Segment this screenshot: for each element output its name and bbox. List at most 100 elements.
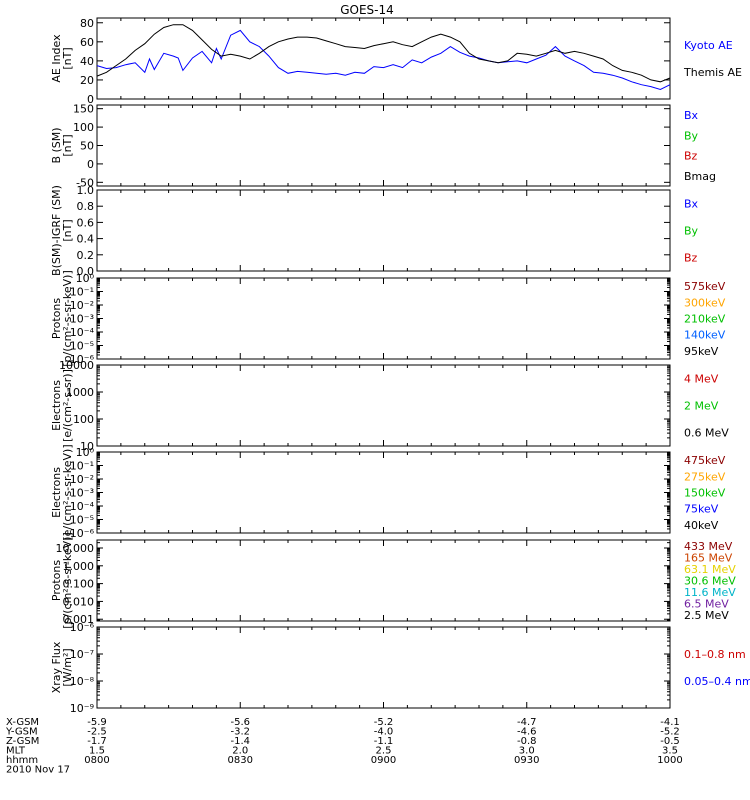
- y-axis-label: Electrons[e/(cm²-s-sr)]: [50, 369, 74, 442]
- panel-frame: [96, 189, 671, 272]
- y-tick-label: 100: [73, 413, 94, 426]
- y-axis-label-line: [e/(cm²-s-sr-keV)]: [61, 444, 74, 540]
- y-tick-label: 10⁻⁶: [70, 621, 95, 634]
- y-axis-label: Protons[p/(cm²-s-sr-keV)]: [50, 532, 74, 629]
- y-tick-label: 10000: [59, 359, 94, 372]
- legend-entry: 2 MeV: [684, 400, 719, 413]
- legend-entry: 433 MeV: [684, 540, 733, 553]
- x-tick-value: 0800: [84, 755, 109, 766]
- y-tick-label: 0.6: [77, 216, 95, 229]
- y-tick-label: -50: [76, 176, 94, 189]
- y-axis-label-line: Protons: [50, 298, 63, 339]
- y-tick-label: 10⁻²: [70, 299, 94, 312]
- y-tick-label: 10⁻⁸: [70, 675, 95, 688]
- y-tick-label: 0.100: [63, 578, 95, 591]
- legend-entry: 0.1–0.8 nm: [684, 648, 746, 661]
- legend-entry: 11.6 MeV: [684, 586, 736, 599]
- legend-entry: 63.1 MeV: [684, 563, 736, 576]
- y-axis-label-line: [p/(cm²-s-sr-keV)]: [61, 270, 74, 367]
- y-tick-label: 1000: [66, 386, 94, 399]
- y-tick-label: 10⁻²: [70, 473, 94, 486]
- y-tick-label: 40: [80, 55, 94, 68]
- series-themis-ae-line: [96, 24, 671, 83]
- legend-entry: Bx: [684, 109, 699, 122]
- y-tick-label: 1.0: [77, 184, 95, 197]
- x-tick-value: 3.0: [519, 746, 535, 757]
- panel-electrons2: 10⁰10⁻¹10⁻²10⁻³10⁻⁴10⁻⁵10⁻⁶Electrons[e/(…: [50, 444, 726, 540]
- panel-ae: 0 20 40 60 80 AE Index[nT] Kyoto AE Themis AE: [50, 17, 742, 106]
- y-axis-label-line: [nT]: [61, 47, 74, 69]
- legend-entry: Bx: [684, 198, 699, 211]
- x-tick-value: 0830: [228, 755, 253, 766]
- y-tick-label: 0.8: [77, 200, 95, 213]
- legend-entry: 140keV: [684, 329, 726, 342]
- y-tick-label: 80: [80, 17, 94, 30]
- y-axis-label: B (SM)[nT]: [50, 127, 74, 163]
- legend-entry: By: [684, 225, 699, 238]
- y-axis-label-line: Protons: [50, 560, 63, 601]
- series-kyoto-ae-line: [96, 29, 671, 91]
- legend-entry: 150keV: [684, 487, 726, 500]
- y-tick-label: 10⁻¹: [70, 286, 94, 299]
- x-tick-value: -1.7: [87, 736, 107, 747]
- y-tick-label: 10⁻⁵: [70, 340, 94, 353]
- y-axis-label-line: [nT]: [61, 134, 74, 156]
- y-axis-label-line: [nT]: [61, 219, 74, 241]
- panel-bsm: -50 0 50 100 150 B (SM)[nT] Bx By Bz Bmag: [50, 103, 716, 190]
- y-tick-label: 10⁰: [76, 446, 95, 459]
- y-tick-label: 10⁻⁹: [70, 702, 94, 715]
- y-tick-label: 10.000: [56, 542, 95, 555]
- y-tick-label: 0.4: [77, 233, 95, 246]
- panel-protons1: 10⁰10⁻¹10⁻²10⁻³10⁻⁴10⁻⁵10⁻⁶Protons[p/(cm…: [50, 270, 726, 367]
- x-tick-value: -1.1: [374, 736, 394, 747]
- y-axis-label-line: Electrons: [50, 467, 63, 518]
- y-axis-label: Electrons[e/(cm²-s-sr-keV)]: [50, 444, 74, 540]
- panel-frame: [96, 104, 671, 187]
- x-tick-value: -4.7: [517, 717, 537, 728]
- legend-entry: 475keV: [684, 454, 726, 467]
- legend-entry: 300keV: [684, 296, 726, 309]
- x-tick-value: 2.0: [232, 746, 248, 757]
- y-tick-label: 10⁰: [76, 272, 95, 285]
- legend-entry: Bz: [684, 150, 698, 163]
- panel-bigrf: 0.00.20.40.60.81.0B(SM)-IGRF (SM)[nT]BxB…: [50, 184, 699, 278]
- y-axis-label: Xray Flux[W/m²]: [50, 641, 74, 693]
- y-axis-label-line: Xray Flux: [50, 641, 63, 693]
- y-axis-label-line: [W/m²]: [61, 648, 74, 686]
- x-tick-value: 0900: [371, 755, 396, 766]
- x-tick-value: 1000: [657, 755, 682, 766]
- legend-entry: 30.6 MeV: [684, 575, 736, 588]
- panel-frame: [96, 451, 671, 534]
- panel-electrons1: 10000 1000 100 10 Electrons[e/(cm²-s-sr)] 4 M…: [50, 359, 729, 453]
- y-tick-label: 10⁻⁴: [70, 326, 95, 339]
- y-tick-label: 10⁻³: [70, 487, 94, 500]
- y-axis-label: Protons[p/(cm²-s-sr-keV)]: [50, 270, 74, 367]
- y-tick-label: 1.000: [63, 560, 95, 573]
- y-tick-label: 10⁻⁷: [70, 648, 94, 661]
- y-axis-label-line: AE Index: [50, 34, 63, 83]
- y-tick-label: 20: [80, 74, 94, 87]
- x-tick-value: -5.6: [230, 717, 250, 728]
- x-tick-value: 0930: [514, 755, 539, 766]
- legend-entry: 40keV: [684, 519, 719, 532]
- y-axis-label-line: B(SM)-IGRF (SM): [50, 185, 63, 276]
- y-axis-label-line: [e/(cm²-s-sr)]: [61, 369, 74, 442]
- x-row-label: Y-GSM: [5, 727, 38, 738]
- legend-entry: 95keV: [684, 345, 719, 358]
- x-tick-value: -0.8: [517, 736, 537, 747]
- panel-frame: [96, 364, 671, 447]
- legend-entry: 2.5 MeV: [684, 609, 729, 622]
- legend-entry: Kyoto AE: [684, 39, 733, 52]
- panel-frame: [96, 17, 671, 100]
- y-tick-label: 10⁻⁶: [70, 527, 95, 540]
- legend-entry: Bz: [684, 252, 698, 265]
- legend-entry: 575keV: [684, 280, 726, 293]
- panel-frame: [96, 539, 671, 622]
- panel-frame: [96, 626, 671, 709]
- y-axis-label: B(SM)-IGRF (SM)[nT]: [50, 185, 74, 276]
- x-tick-value: -1.4: [230, 736, 250, 747]
- y-tick-label: 150: [73, 103, 94, 116]
- y-axis-label-line: Electrons: [50, 380, 63, 431]
- x-tick-value: 2.5: [376, 746, 392, 757]
